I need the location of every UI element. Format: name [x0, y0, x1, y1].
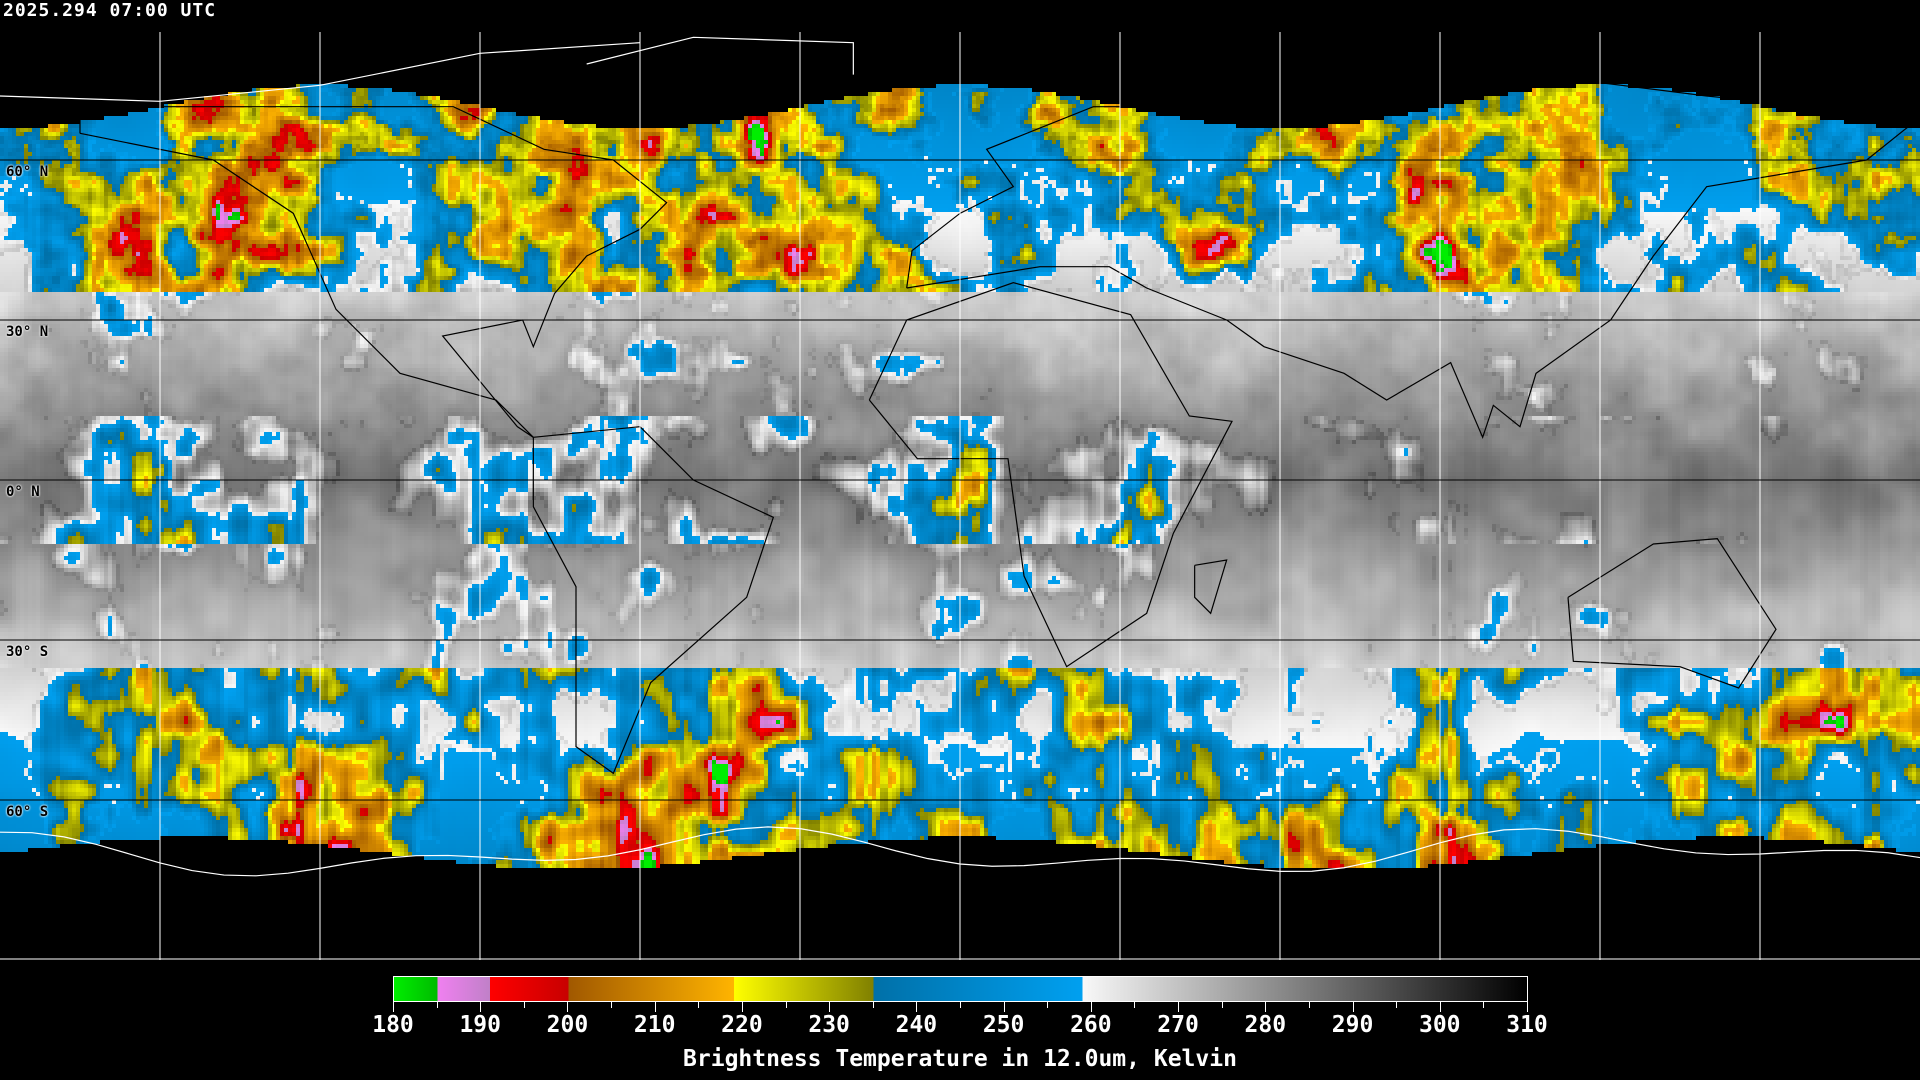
latitude-label: 60° S [6, 804, 49, 820]
colorbar-tick [1134, 1002, 1136, 1008]
colorbar-tick-label: 240 [895, 1012, 938, 1038]
colorbar-tick-label: 220 [721, 1012, 763, 1038]
coastline-madagascar [1194, 559, 1228, 615]
colorbar-tick [1090, 1002, 1092, 1012]
colorbar-tick-label: 290 [1331, 1012, 1374, 1038]
colorbar-tick [480, 1002, 482, 1012]
colorbar-tick-label: 270 [1157, 1012, 1199, 1038]
coastline-africa [868, 282, 1233, 668]
coastline-north-america [79, 106, 668, 438]
map-overlay [0, 32, 1920, 960]
colorbar-tick [785, 1002, 787, 1008]
colorbar-tick [1178, 1002, 1180, 1012]
satellite-map: 2025.294 07:00 UTC 60° N 30° N 0° N 30° S 60… [0, 0, 1920, 960]
colorbar-tick [1439, 1002, 1441, 1012]
colorbar-tick [611, 1002, 613, 1008]
colorbar-tick [567, 1002, 569, 1012]
coastline-greenland [586, 36, 854, 75]
colorbar-tick [960, 1002, 961, 1008]
latitude-label: 0° N [6, 484, 40, 500]
coastline-australia [1567, 538, 1777, 689]
colorbar-tick [916, 1002, 918, 1012]
colorbar-tick [698, 1002, 700, 1008]
timestamp: 2025.294 07:00 UTC [3, 0, 217, 21]
coastline-eurasia [906, 68, 1920, 440]
colorbar-tick [872, 1002, 874, 1008]
colorbar-tick-label: 190 [459, 1012, 501, 1038]
colorbar-tick [741, 1002, 743, 1012]
colorbar-tick-label: 300 [1418, 1012, 1461, 1038]
colorbar-tick [654, 1002, 656, 1012]
colorbar-tick [1221, 1002, 1223, 1008]
colorbar-tick [1265, 1002, 1267, 1012]
colorbar-tick [1308, 1002, 1310, 1008]
colorbar-tick-label: 200 [546, 1012, 589, 1038]
colorbar-tick [1483, 1002, 1485, 1008]
colorbar-tick-label: 310 [1506, 1012, 1548, 1038]
colorbar [393, 976, 1528, 1002]
colorbar-tick-label: 230 [808, 1012, 850, 1038]
colorbar-title: Brightness Temperature in 12.0um, Kelvin [683, 1046, 1237, 1072]
colorbar-tick-label: 280 [1244, 1012, 1287, 1038]
colorbar-tick [1047, 1002, 1049, 1008]
colorbar-tick [1396, 1002, 1398, 1008]
colorbar-tick [829, 1002, 831, 1012]
colorbar-tick-label: 250 [982, 1012, 1025, 1038]
latitude-label: 60° N [6, 164, 49, 180]
latitude-label: 30° S [6, 644, 49, 660]
colorbar-tick-label: 180 [372, 1012, 414, 1038]
colorbar-tick [1003, 1002, 1005, 1012]
latitude-label: 30° N [6, 324, 49, 340]
colorbar-tick [523, 1002, 525, 1008]
colorbar-tick-label: 210 [633, 1012, 676, 1038]
colorbar-tick [393, 1002, 394, 1012]
colorbar-tick-label: 260 [1070, 1012, 1112, 1038]
coastline-south-america [532, 426, 775, 775]
colorbar-tick [1352, 1002, 1354, 1012]
colorbar-tick [436, 1002, 438, 1008]
colorbar-tick [1527, 1002, 1528, 1012]
